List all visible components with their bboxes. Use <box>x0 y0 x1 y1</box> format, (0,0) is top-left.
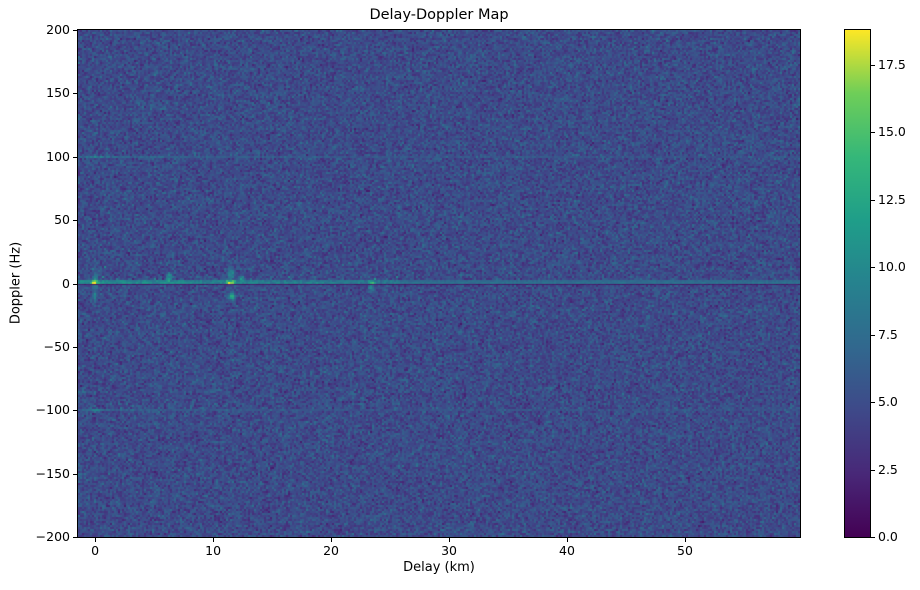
x-tick-label: 20 <box>323 543 339 558</box>
y-tick-mark <box>73 93 77 95</box>
y-axis-label: Doppler (Hz) <box>8 241 24 325</box>
heatmap-canvas <box>78 30 800 537</box>
y-tick-mark <box>73 156 77 158</box>
colorbar-tick-mark <box>871 267 875 269</box>
y-tick-mark <box>73 346 77 348</box>
x-tick-mark <box>449 538 451 542</box>
colorbar-tick-mark <box>871 334 875 336</box>
colorbar-tick-label: 2.5 <box>878 461 898 477</box>
colorbar-tick-mark <box>871 469 875 471</box>
colorbar-tick-mark <box>871 132 875 134</box>
colorbar-tick-mark <box>871 537 875 538</box>
y-tick-mark <box>73 537 77 538</box>
chart-title: Delay-Doppler Map <box>369 7 509 23</box>
x-tick-mark <box>567 538 568 542</box>
colorbar-tick-label: 0.0 <box>878 529 898 544</box>
x-tick-label: 50 <box>677 543 693 558</box>
y-tick-label: 0 <box>62 275 70 291</box>
y-tick-label: −150 <box>35 465 70 481</box>
colorbar-tick-label: 15.0 <box>878 124 906 140</box>
x-tick-label: 0 <box>91 543 100 558</box>
y-tick-label: −50 <box>43 338 70 354</box>
colorbar-tick-label: 5.0 <box>878 394 898 410</box>
colorbar-tick-mark <box>871 65 875 67</box>
x-tick-mark <box>684 538 686 542</box>
x-tick-label: 40 <box>559 543 575 558</box>
x-tick-mark <box>213 538 215 542</box>
plot-area <box>77 29 801 538</box>
y-tick-mark <box>73 473 77 475</box>
y-tick-mark <box>73 220 77 222</box>
colorbar-gradient <box>844 29 871 538</box>
x-axis-label: Delay (km) <box>403 560 475 575</box>
x-tick-mark <box>95 538 97 542</box>
y-tick-label: −100 <box>35 402 70 418</box>
y-tick-label: 100 <box>46 148 70 164</box>
y-tick-label: 200 <box>46 22 70 37</box>
x-tick-label: 30 <box>441 543 457 558</box>
y-tick-mark <box>73 410 77 412</box>
colorbar-tick-label: 7.5 <box>878 326 898 342</box>
y-tick-label: −200 <box>35 529 70 544</box>
y-tick-label: 50 <box>54 212 70 228</box>
y-tick-label: 150 <box>46 85 70 101</box>
x-tick-mark <box>331 538 333 542</box>
colorbar-tick-mark <box>871 199 875 201</box>
colorbar-tick-mark <box>871 402 875 404</box>
x-tick-label: 10 <box>205 543 222 558</box>
y-tick-mark <box>73 30 77 31</box>
colorbar-tick-label: 12.5 <box>878 191 906 207</box>
colorbar-tick-label: 10.0 <box>878 259 906 275</box>
y-tick-mark <box>73 283 77 285</box>
colorbar-tick-label: 17.5 <box>878 57 906 73</box>
